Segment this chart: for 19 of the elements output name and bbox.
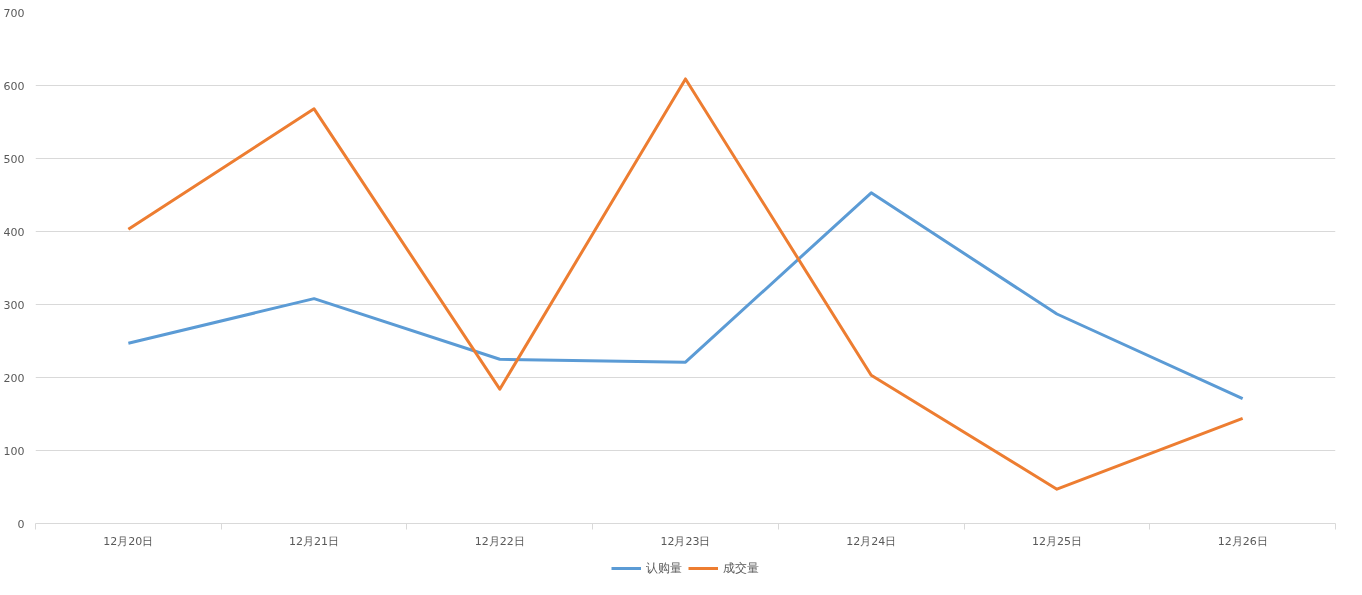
y-tick-label: 600 xyxy=(3,79,25,93)
y-tick-label: 100 xyxy=(3,444,25,458)
line-series xyxy=(126,191,1245,401)
y-tick-label: 200 xyxy=(3,371,25,385)
x-tick-label: 12月26日 xyxy=(1217,534,1268,548)
x-tick-label: 12月25日 xyxy=(1031,534,1082,548)
x-tick-label: 12月23日 xyxy=(660,534,711,548)
x-tick-label: 12月20日 xyxy=(103,534,154,548)
line-series xyxy=(126,77,1245,491)
x-tick-label: 12月24日 xyxy=(846,534,897,548)
y-tick-label: 400 xyxy=(3,225,25,239)
x-tick-label: 12月21日 xyxy=(289,534,340,548)
y-tick-label: 300 xyxy=(3,298,25,312)
x-tick-label: 12月22日 xyxy=(474,534,525,548)
legend-label: 成交量 xyxy=(723,559,759,577)
y-tick-label: 0 xyxy=(17,517,25,531)
y-tick-label: 700 xyxy=(3,6,25,20)
legend-label: 认购量 xyxy=(646,559,682,577)
y-tick-label: 500 xyxy=(3,152,25,166)
